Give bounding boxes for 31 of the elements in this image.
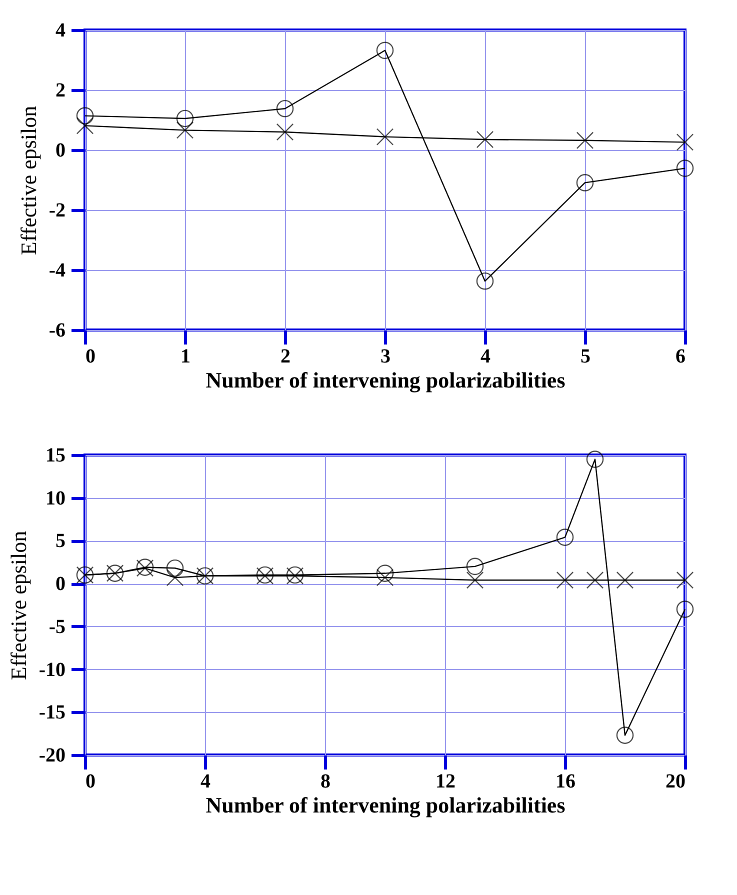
- y-tick-label: -15: [38, 702, 66, 724]
- x-tick-label: 1: [180, 346, 190, 368]
- y-tick-label: 4: [56, 20, 66, 42]
- x-tick-label: 5: [580, 346, 590, 368]
- y-tick-label: 0: [56, 573, 66, 596]
- x-tick-label: 8: [320, 770, 330, 792]
- x-tick-label: 0: [86, 770, 96, 792]
- x-tick-label: 2: [280, 346, 290, 368]
- x-tick-label: 20: [666, 770, 686, 792]
- y-axis-title: Effective epsilon: [6, 530, 31, 680]
- y-tick-label: 5: [56, 530, 66, 552]
- x-tick-label: 12: [436, 770, 456, 792]
- x-axis-title: Number of intervening polarizabilities: [206, 368, 566, 392]
- x-tick-label: 4: [200, 770, 210, 792]
- y-tick-label: 15: [46, 444, 66, 466]
- y-tick-label: -20: [38, 744, 66, 766]
- x-tick-label: 16: [556, 770, 576, 792]
- x-tick-label: 4: [480, 346, 490, 368]
- x-tick-label: 0: [86, 346, 96, 368]
- x-axis-title: Number of intervening polarizabilities: [206, 792, 566, 818]
- y-tick-label: -2: [48, 200, 66, 222]
- x-tick-label: 3: [380, 346, 390, 368]
- y-axis-title: Effective epsilon: [16, 106, 41, 256]
- x-tick-label: 6: [676, 346, 686, 368]
- y-tick-label: 0: [56, 140, 66, 162]
- y-tick-label: -5: [48, 616, 66, 638]
- y-tick-label: 2: [56, 80, 66, 102]
- y-tick-label: -4: [48, 260, 66, 282]
- y-tick-label: 10: [46, 487, 66, 510]
- y-tick-label: -6: [48, 320, 66, 342]
- y-tick-label: -10: [38, 658, 66, 681]
